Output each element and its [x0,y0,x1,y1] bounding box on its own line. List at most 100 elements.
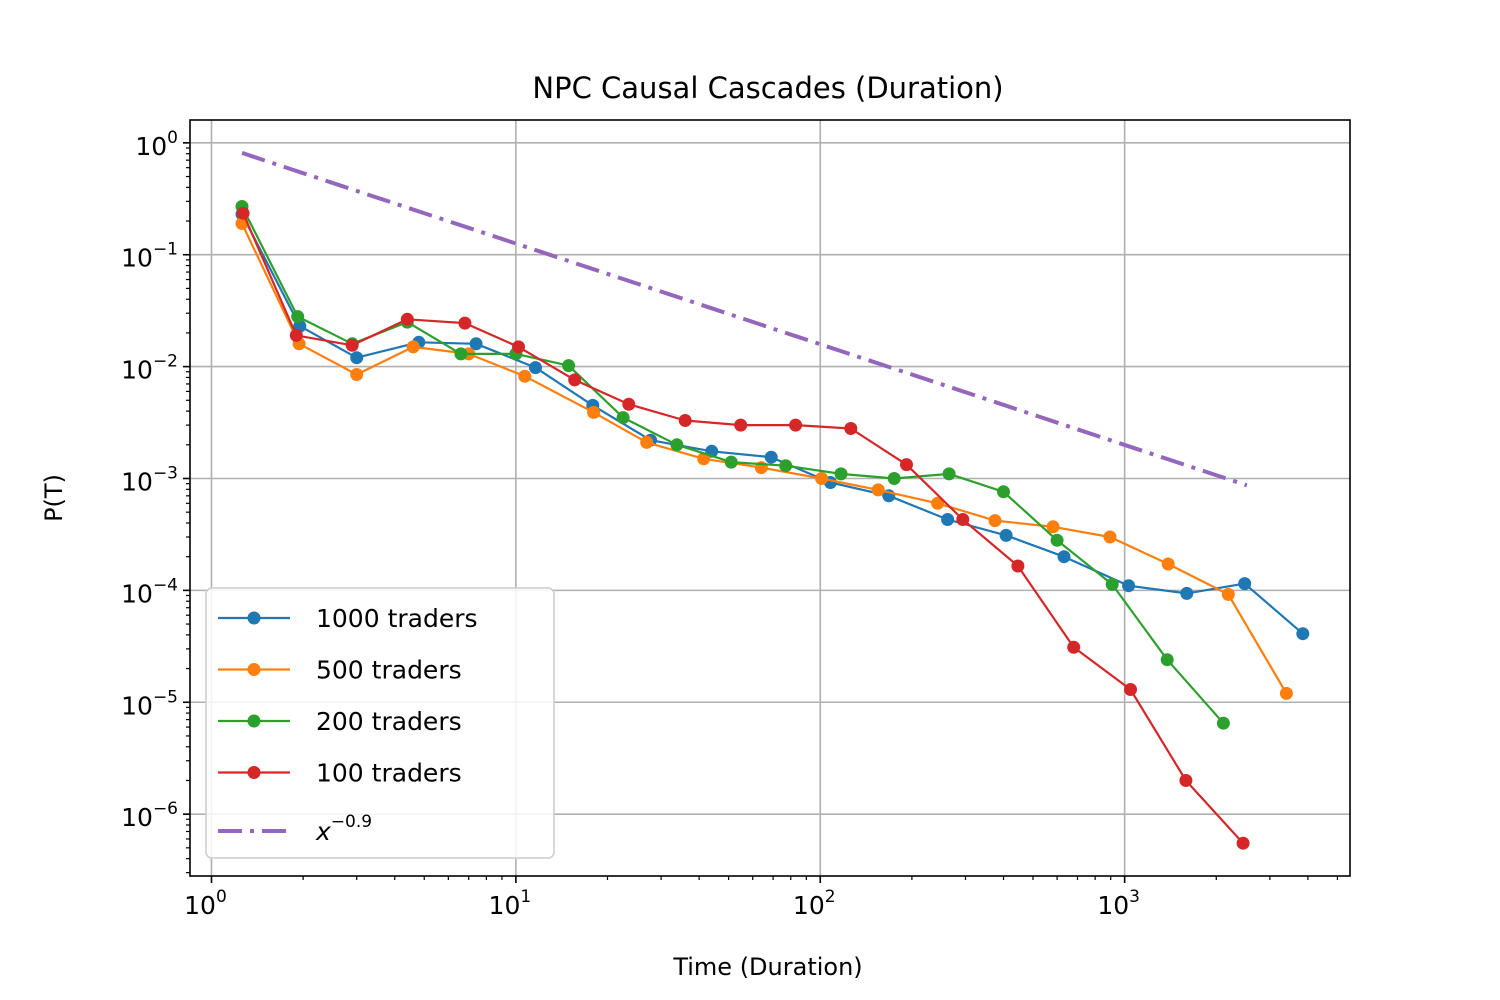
data-point [1179,774,1193,787]
legend-label-exponent: −0.9 [331,812,372,832]
plot-series [235,151,1310,850]
data-point [529,361,542,375]
legend-label: 500 traders [316,656,462,685]
power-law-reference-line [241,151,1248,488]
data-point [942,467,956,481]
y-tick-base: 10 [121,579,153,608]
data-point [568,373,582,387]
legend-marker [247,714,261,728]
data-point [406,340,420,354]
y-tick-exponent: −3 [153,463,178,483]
data-point [1105,577,1119,591]
data-point [350,368,364,381]
data-point [1124,683,1137,696]
data-point [1238,577,1252,591]
data-point [956,513,970,526]
x-tick-exponent: 1 [520,887,531,907]
legend-item-3: 100 traders [218,759,462,788]
y-tick-label: 10−4 [121,575,178,608]
data-point [900,458,913,472]
legend-item-1: 500 traders [218,656,462,685]
data-point [815,472,829,485]
legend-label: 200 traders [316,707,462,736]
data-point [734,418,748,432]
y-tick-label: 10−1 [121,240,178,273]
y-axis-label: P(T) [40,474,68,522]
legend-item-4: x−0.9 [218,812,372,846]
data-point [350,351,364,365]
legend-item-0: 1000 traders [218,604,478,633]
data-point [871,483,885,497]
legend-label: x−0.9 [315,812,372,846]
data-point [518,369,532,383]
y-tick-exponent: −6 [153,799,178,819]
data-point [941,513,955,526]
data-point [988,514,1002,528]
data-point [678,414,692,427]
y-tick-label: 10−5 [121,687,178,720]
data-point [789,418,803,432]
data-point [844,422,858,435]
data-point [999,528,1013,542]
y-tick-base: 10 [121,803,153,832]
data-point [1236,836,1250,850]
x-tick-label: 102 [793,887,836,920]
x-tick-label: 103 [1097,887,1140,920]
data-point [1050,533,1064,547]
y-tick-label: 100 [135,128,178,161]
legend-marker [247,663,261,676]
y-tick-base: 10 [121,244,153,273]
legend-marker [247,611,261,625]
data-point [616,411,630,425]
data-point [1296,627,1310,641]
x-tick-exponent: 0 [216,887,227,907]
y-tick-exponent: −5 [153,687,178,707]
data-point [1011,559,1025,573]
data-point [1279,686,1293,700]
data-point [454,347,468,361]
data-point [512,340,525,354]
y-tick-label: 10−3 [121,463,178,496]
legend-label: 1000 traders [316,604,478,633]
data-point [236,206,250,220]
data-point [1122,579,1136,593]
data-point [834,467,848,481]
y-tick-exponent: −4 [153,575,178,595]
legend-item-2: 200 traders [218,707,462,736]
data-point [997,485,1010,499]
data-point [1103,530,1117,544]
data-point [291,310,305,324]
x-tick-exponent: 3 [1129,887,1140,907]
data-point [764,450,778,464]
data-point [458,316,472,330]
series-3 [236,206,1250,850]
y-tick-label: 10−2 [121,352,178,385]
legend: 1000 traders 500 traders 200 traders 100 tr… [205,587,555,859]
series-4 [241,151,1248,488]
chart-title: NPC Causal Cascades (Duration) [532,71,1003,105]
data-point [697,452,711,466]
y-tick-exponent: 0 [167,128,178,148]
plot-frame [189,119,1351,877]
x-tick-label: 100 [184,887,227,920]
data-point [562,359,576,373]
data-point [469,337,483,351]
data-point [931,496,945,510]
data-point [622,397,636,411]
data-point [1160,653,1174,667]
data-point [640,435,654,449]
y-tick-exponent: −1 [153,240,178,260]
data-point [1161,557,1175,571]
legend-marker [247,766,261,779]
y-tick-base: 10 [121,356,153,385]
data-point [1216,716,1230,730]
data-point [724,455,738,469]
data-point [400,312,414,326]
data-point [779,459,793,473]
y-tick-base: 10 [121,691,153,720]
data-point [289,328,303,342]
data-point [587,405,601,419]
data-point [1221,587,1235,601]
data-point [1180,586,1194,600]
